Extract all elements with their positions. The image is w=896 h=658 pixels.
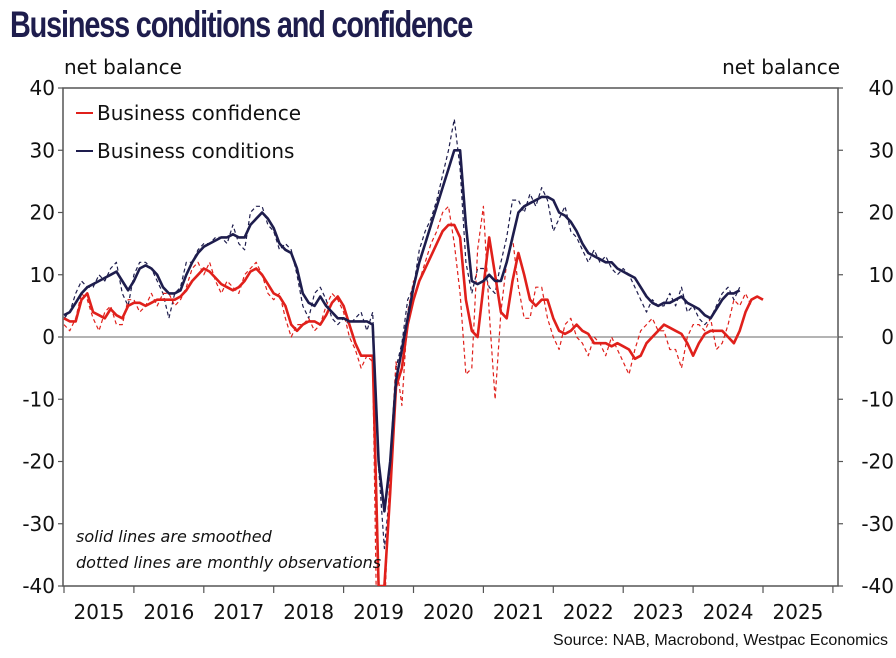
legend-label-conditions: Business conditions <box>97 139 294 163</box>
left-y-tick-label: -20 <box>22 450 55 474</box>
x-tick-label: 2017 <box>213 600 264 624</box>
x-axis: 2015 2016 2017 2018 2019 2020 2021 2022 2023 2024… <box>63 586 834 624</box>
x-tick-label: 2022 <box>563 600 614 624</box>
annotation-notes: solid lines are smoothed dotted lines ar… <box>76 527 381 572</box>
left-y-tick-label: 10 <box>30 263 55 287</box>
left-y-tick-label: -30 <box>22 512 55 536</box>
left-y-tick-label: -10 <box>22 387 55 411</box>
source-note: Source: NAB, Macrobond, Westpac Economic… <box>553 632 888 649</box>
left-y-tick-label: 40 <box>30 76 55 100</box>
x-tick-label: 2023 <box>633 600 684 624</box>
annotation-monthly: dotted lines are monthly observations <box>76 553 381 572</box>
series-line-business-conditions-monthly <box>63 118 741 550</box>
series-line-business-conditions-smoothed <box>63 149 741 513</box>
right-y-tick-label: -20 <box>861 450 894 474</box>
x-tick-label: 2024 <box>703 600 754 624</box>
x-tick-label: 2016 <box>143 600 194 624</box>
x-tick-label: 2018 <box>283 600 334 624</box>
left-y-tick-label: 20 <box>30 201 55 225</box>
annotation-smoothed: solid lines are smoothed <box>76 527 273 546</box>
series-line-business-confidence-smoothed <box>63 223 764 586</box>
left-y-axis: 40 30 20 10 0 -10 -20 -30 -40 <box>22 76 63 598</box>
right-y-tick-label: 40 <box>869 76 894 100</box>
right-y-tick-label: -10 <box>861 387 894 411</box>
left-axis-unit-label: net balance <box>64 55 182 79</box>
x-tick-label: 2025 <box>773 600 824 624</box>
right-y-tick-label: 20 <box>869 201 894 225</box>
right-axis-unit-label: net balance <box>722 55 840 79</box>
x-tick-label: 2015 <box>73 600 124 624</box>
right-y-tick-label: 0 <box>881 325 894 349</box>
right-y-tick-label: 30 <box>869 138 894 162</box>
right-y-tick-label: -30 <box>861 512 894 536</box>
series-line-business-confidence-monthly <box>63 205 752 586</box>
left-y-tick-label: -40 <box>22 574 55 598</box>
series-layer <box>63 118 764 586</box>
legend: Business confidence Business conditions <box>76 101 301 163</box>
right-y-tick-label: -40 <box>861 574 894 598</box>
left-y-tick-label: 0 <box>42 325 55 349</box>
chart-title: Business conditions and confidence <box>10 4 473 45</box>
legend-label-confidence: Business confidence <box>97 101 301 125</box>
x-tick-label: 2019 <box>353 600 404 624</box>
x-tick-label: 2020 <box>423 600 474 624</box>
left-y-tick-label: 30 <box>30 138 55 162</box>
x-tick-label: 2021 <box>493 600 544 624</box>
right-y-axis: 40 30 20 10 0 -10 -20 -30 -40 <box>838 76 894 598</box>
right-y-tick-label: 10 <box>869 263 894 287</box>
